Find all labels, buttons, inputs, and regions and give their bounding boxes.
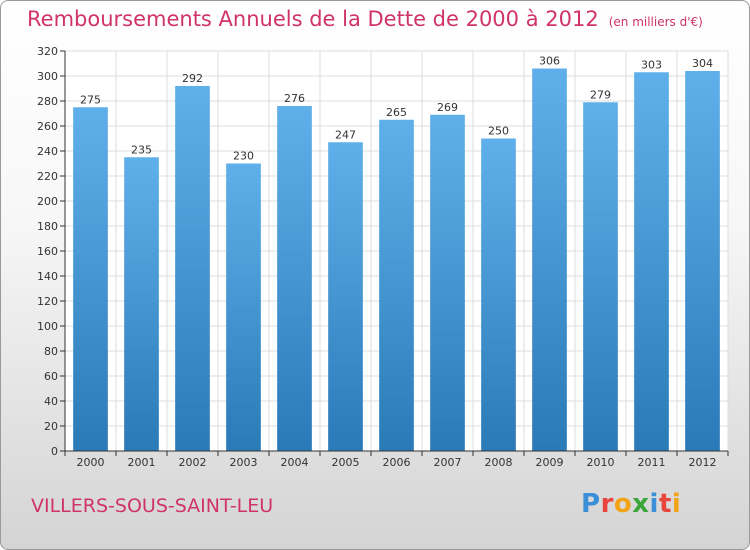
y-tick-label: 0 — [51, 445, 58, 458]
x-tick-label-2002: 2002 — [179, 456, 207, 469]
y-tick-label: 320 — [37, 45, 58, 58]
logo-letter: i — [671, 489, 682, 519]
value-label-2010: 279 — [590, 88, 611, 101]
x-tick-label-2011: 2011 — [638, 456, 666, 469]
y-tick-label: 20 — [44, 420, 58, 433]
chart-unit-note: (en milliers d'€) — [608, 15, 703, 29]
bar-2003 — [226, 163, 261, 451]
x-tick-label-2012: 2012 — [689, 456, 717, 469]
value-label-2005: 247 — [335, 128, 356, 141]
bar-2001 — [124, 157, 159, 451]
logo-letter: o — [613, 489, 633, 519]
x-tick-label-2001: 2001 — [128, 456, 156, 469]
y-tick-label: 40 — [44, 395, 58, 408]
value-label-2007: 269 — [437, 101, 458, 114]
y-tick-label: 220 — [37, 170, 58, 183]
x-tick-label-2006: 2006 — [383, 456, 411, 469]
x-tick-label-2008: 2008 — [485, 456, 513, 469]
logo-letter: r — [600, 489, 614, 519]
value-label-2012: 304 — [692, 57, 713, 70]
x-tick-label-2004: 2004 — [281, 456, 309, 469]
bar-2004 — [277, 106, 312, 451]
logo-letter: P — [581, 489, 601, 519]
value-label-2000: 275 — [80, 93, 101, 106]
x-tick-label-2009: 2009 — [536, 456, 564, 469]
axes — [60, 50, 729, 456]
value-label-2001: 235 — [131, 143, 152, 156]
x-tick-label-2005: 2005 — [332, 456, 360, 469]
bar-2008 — [481, 138, 516, 451]
y-tick-label: 200 — [37, 195, 58, 208]
chart-title-text: Remboursements Annuels de la Dette de 20… — [27, 7, 599, 31]
logo-letter: i — [649, 489, 659, 519]
bar-2009 — [532, 68, 567, 451]
bar-2010 — [583, 102, 618, 451]
value-label-2004: 276 — [284, 92, 305, 105]
x-tick-label-2000: 2000 — [77, 456, 105, 469]
value-label-2002: 292 — [182, 72, 203, 85]
y-tick-label: 260 — [37, 120, 58, 133]
y-tick-label: 120 — [37, 295, 58, 308]
bar-2006 — [379, 119, 414, 451]
bar-2011 — [634, 72, 669, 451]
value-label-2011: 303 — [641, 58, 662, 71]
y-tick-label: 300 — [37, 70, 58, 83]
bar-2005 — [328, 142, 363, 451]
x-tick-label-2007: 2007 — [434, 456, 462, 469]
y-tick-label: 100 — [37, 320, 58, 333]
logo-letter: x — [632, 489, 650, 519]
bar-2002 — [175, 86, 210, 451]
bar-2000 — [73, 107, 108, 451]
x-tick-label-2010: 2010 — [587, 456, 615, 469]
labels: 0 20 40 60 80 100 120 140 160 180 200 220 240 260 280 3… — [37, 45, 717, 469]
y-tick-label: 240 — [37, 145, 58, 158]
x-tick-label-2003: 2003 — [230, 456, 258, 469]
y-tick-label: 160 — [37, 245, 58, 258]
proxiti-logo: Proxiti — [581, 489, 681, 519]
value-label-2003: 230 — [233, 150, 254, 163]
value-label-2006: 265 — [386, 106, 407, 119]
bar-2007 — [430, 114, 465, 451]
y-tick-label: 80 — [44, 345, 58, 358]
y-tick-label: 60 — [44, 370, 58, 383]
value-label-2008: 250 — [488, 125, 509, 138]
chart-title: Remboursements Annuels de la Dette de 20… — [27, 7, 703, 31]
logo-letter: t — [658, 489, 672, 519]
commune-name: VILLERS-SOUS-SAINT-LEU — [31, 495, 274, 517]
bars — [73, 68, 720, 451]
y-tick-label: 280 — [37, 95, 58, 108]
y-tick-label: 140 — [37, 270, 58, 283]
value-label-2009: 306 — [539, 55, 560, 68]
y-tick-label: 180 — [37, 220, 58, 233]
bar-2012 — [685, 71, 720, 451]
